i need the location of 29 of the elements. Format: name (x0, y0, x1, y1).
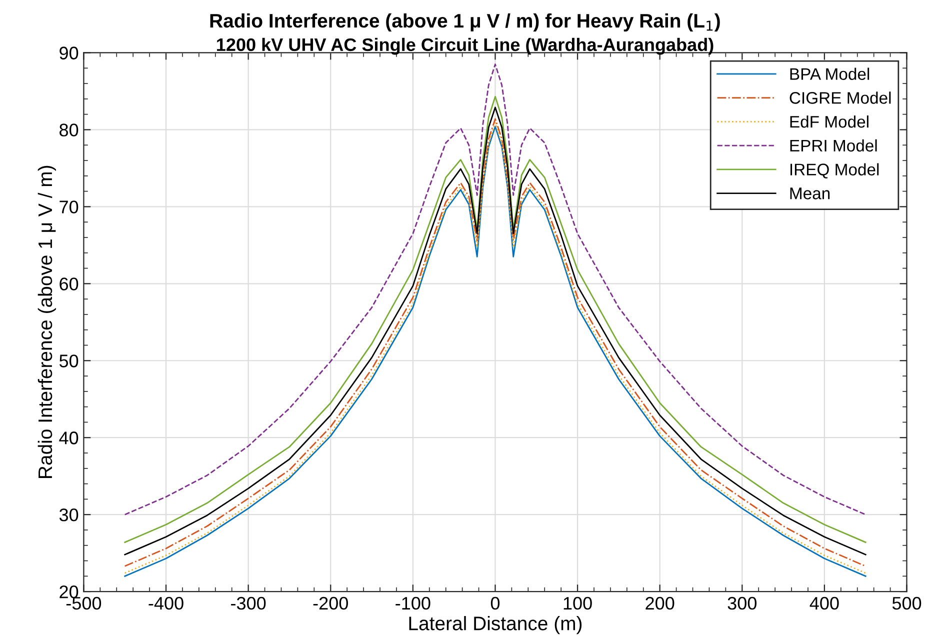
x-tick-label: -400 (148, 596, 184, 610)
x-tick-label: -500 (66, 596, 102, 610)
legend-label: IREQ Model (790, 163, 879, 178)
y-tick-label: 80 (60, 124, 78, 136)
y-tick-label: 40 (59, 432, 78, 444)
legend-label: EdF Model (790, 115, 868, 128)
x-tick-label: 300 (728, 596, 756, 610)
x-tick-label: -200 (313, 596, 348, 610)
y-axis-title: Radio Interference (above 1 μ V / m) (38, 166, 56, 478)
x-axis-title: Lateral Distance (m) (409, 616, 582, 634)
chart-subtitle: 1200 kV UHV AC Single Circuit Line (Wardha-Aurangabad) (217, 38, 714, 55)
x-tick-label: -100 (396, 596, 430, 610)
x-tick-label: 400 (810, 596, 839, 610)
y-tick-label: 70 (60, 200, 78, 214)
x-tick-label: 200 (646, 596, 674, 610)
x-tick-label: -300 (231, 596, 266, 610)
legend-label: Mean (790, 188, 830, 200)
legend-label: CIGRE Model (790, 92, 891, 104)
y-tick-label: 90 (60, 46, 78, 60)
y-tick-label: 60 (60, 278, 78, 290)
x-tick-label: 0 (490, 596, 500, 610)
legend-label: EPRI Model (790, 139, 877, 152)
chart-title: Radio Interference (above 1 μ V / m) for Heavy Rain (L$_{1}$) (210, 13, 720, 32)
x-tick-label: 100 (564, 596, 592, 610)
y-tick-label: 30 (59, 508, 78, 522)
legend-label: BPA Model (790, 68, 870, 80)
y-tick-label: 50 (59, 354, 78, 368)
x-tick-label: 500 (892, 596, 922, 610)
y-tick-label: 20 (60, 585, 78, 598)
